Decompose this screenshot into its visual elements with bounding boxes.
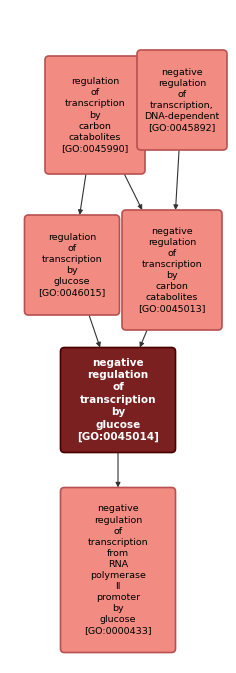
FancyBboxPatch shape (60, 347, 176, 452)
Text: negative
regulation
of
transcription,
DNA-dependent
[GO:0045892]: negative regulation of transcription, DN… (144, 68, 220, 133)
Text: regulation
of
transcription
by
glucose
[GO:0046015]: regulation of transcription by glucose [… (38, 233, 106, 297)
FancyBboxPatch shape (137, 50, 227, 150)
Text: regulation
of
transcription
by
carbon
catabolites
[GO:0045990]: regulation of transcription by carbon ca… (61, 77, 129, 153)
FancyBboxPatch shape (25, 215, 119, 315)
Text: negative
regulation
of
transcription
by
glucose
[GO:0045014]: negative regulation of transcription by … (77, 357, 159, 442)
FancyBboxPatch shape (45, 56, 145, 174)
Text: negative
regulation
of
transcription
by
carbon
catabolites
[GO:0045013]: negative regulation of transcription by … (138, 227, 206, 314)
FancyBboxPatch shape (60, 487, 176, 653)
FancyBboxPatch shape (122, 210, 222, 330)
Text: negative
regulation
of
transcription
from
RNA
polymerase
II
promoter
by
glucose
: negative regulation of transcription fro… (84, 505, 152, 635)
